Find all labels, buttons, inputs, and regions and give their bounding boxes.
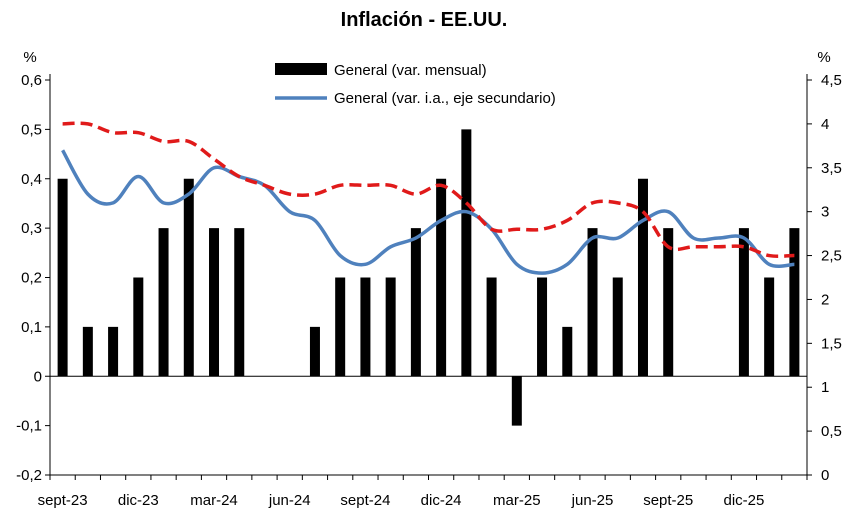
left-tick-label: 0: [34, 368, 42, 385]
legend-bar-label: General (var. mensual): [334, 62, 487, 79]
x-tick-label: jun-24: [268, 492, 311, 509]
right-tick-label: 1: [821, 379, 829, 396]
bar-ene-25: [461, 129, 472, 377]
right-tick-label: 3,5: [821, 160, 842, 177]
bar-jul-25: [612, 277, 623, 377]
bar-jul-24: [309, 326, 320, 377]
x-tick-label: dic-24: [421, 492, 462, 509]
legend-line-label: General (var. i.a., eje secundario): [334, 90, 556, 107]
right-tick-label: 3: [821, 204, 829, 221]
x-tick-label: jun-25: [571, 492, 614, 509]
projection-dashed-line: [62, 121, 795, 258]
bar-oct-24: [385, 277, 396, 377]
bar-feb-26: [789, 228, 800, 377]
bar-ago-25: [637, 178, 648, 377]
right-axis-ticks: 4,5 4 3,5 3 2,5 2 1,5 1 0,5 0: [807, 72, 842, 484]
left-tick-label: 0,6: [21, 72, 42, 89]
legend-bar-swatch: [275, 63, 327, 75]
bar-mar-24: [209, 228, 220, 377]
x-tick-label: dic-25: [723, 492, 764, 509]
x-tick-label: mar-25: [493, 492, 541, 509]
right-tick-label: 1,5: [821, 335, 842, 352]
x-tick-label: sept-23: [38, 492, 88, 509]
bar-nov-23: [108, 326, 119, 377]
bar-dic-25: [738, 228, 749, 377]
bar-ago-24: [335, 277, 346, 377]
right-tick-label: 0: [821, 467, 829, 484]
bar-nov-24: [410, 228, 421, 377]
left-axis-unit: %: [23, 49, 36, 66]
right-tick-label: 4: [821, 116, 829, 133]
legend: General (var. mensual) General (var. i.a…: [275, 62, 556, 107]
bar-sept-25: [663, 228, 674, 377]
chart-title: Inflación - EE.UU.: [341, 9, 508, 31]
bar-feb-25: [486, 277, 497, 377]
bar-abr-24: [234, 228, 245, 377]
bar-sept-24: [360, 277, 371, 377]
left-tick-label: 0,1: [21, 319, 42, 336]
bar-oct-23: [82, 326, 93, 377]
right-tick-label: 0,5: [821, 423, 842, 440]
bar-may-25: [562, 326, 573, 377]
series-lines: [61, 121, 795, 275]
bar-dic-24: [436, 178, 447, 377]
bar-ene-26: [764, 277, 775, 377]
x-tick-label: dic-23: [118, 492, 159, 509]
bar-dic-23: [133, 277, 144, 377]
left-tick-label: -0,1: [16, 418, 42, 435]
right-tick-label: 4,5: [821, 72, 842, 89]
x-tick-label: sept-25: [643, 492, 693, 509]
right-tick-label: 2: [821, 291, 829, 308]
bar-feb-24: [183, 178, 194, 377]
bar-abr-25: [537, 277, 548, 377]
x-tick-label: mar-24: [190, 492, 238, 509]
right-axis-unit: %: [817, 49, 830, 66]
monthly-bars: [57, 129, 800, 426]
left-tick-label: 0,3: [21, 220, 42, 237]
right-tick-label: 2,5: [821, 248, 842, 265]
x-tick-label: sept-24: [340, 492, 390, 509]
left-tick-label: 0,2: [21, 270, 42, 287]
left-tick-label: 0,4: [21, 171, 42, 188]
bar-ene-24: [158, 228, 169, 377]
left-axis-ticks: 0,6 0,5 0,4 0,3 0,2 0,1 0 -0,1 -0,2: [16, 72, 50, 484]
bar-mar-25: [511, 376, 522, 426]
bar-jun-25: [587, 228, 598, 377]
x-axis-ticks: sept-23 dic-23 mar-24 jun-24 sept-24 dic-24 ma…: [38, 475, 808, 509]
left-tick-label: 0,5: [21, 121, 42, 138]
left-tick-label: -0,2: [16, 467, 42, 484]
bar-sept-23: [57, 178, 68, 377]
yoy-inflation-line: [61, 149, 795, 275]
